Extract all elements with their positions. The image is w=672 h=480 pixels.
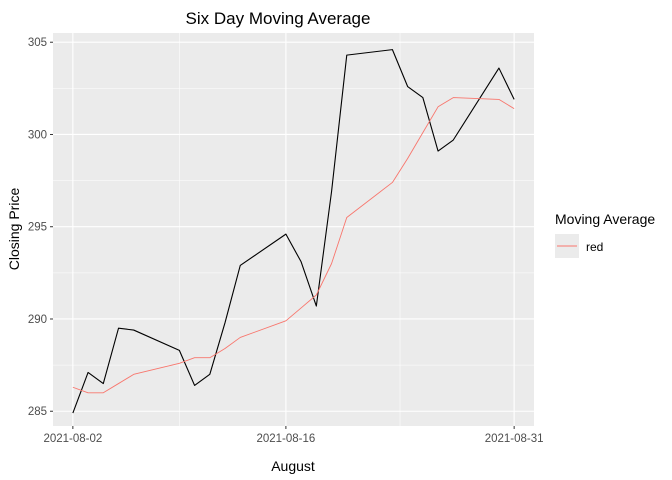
legend-title: Moving Average xyxy=(555,211,655,227)
axis-ticks xyxy=(50,41,515,429)
grid-minor xyxy=(53,33,534,426)
y-axis-title: Closing Price xyxy=(6,188,22,271)
moving-average-line xyxy=(72,97,515,394)
y-tick-label: 300 xyxy=(28,129,47,141)
x-tick-label: 2021-08-02 xyxy=(43,433,102,445)
series-layer xyxy=(72,49,515,414)
y-tick-label: 295 xyxy=(28,222,47,234)
y-tick-labels: 285 290 295 300 305 xyxy=(28,37,47,418)
grid-major xyxy=(53,33,534,426)
legend-label-red: red xyxy=(586,240,603,254)
x-tick-label: 2021-08-16 xyxy=(256,433,315,445)
x-tick-label: 2021-08-31 xyxy=(485,433,544,445)
y-tick-label: 305 xyxy=(28,37,47,49)
legend: Moving Average red xyxy=(555,211,655,258)
y-tick-label: 285 xyxy=(28,406,47,418)
plot-panel xyxy=(53,33,534,426)
x-axis-title: August xyxy=(271,458,315,474)
x-tick-labels: 2021-08-02 2021-08-16 2021-08-31 xyxy=(43,433,543,445)
y-tick-label: 290 xyxy=(28,314,47,326)
closing-price-line xyxy=(72,49,515,414)
chart-title: Six Day Moving Average xyxy=(186,9,371,28)
